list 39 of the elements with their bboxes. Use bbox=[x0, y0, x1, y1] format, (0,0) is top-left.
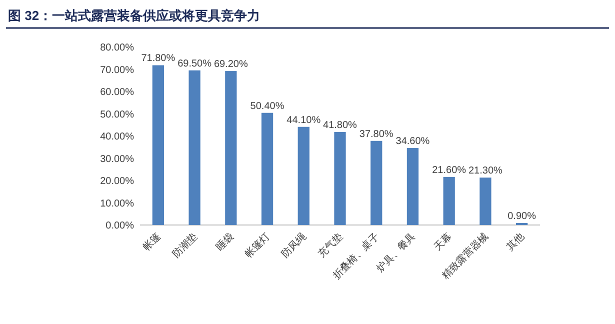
y-tick-label: 0.00% bbox=[106, 220, 134, 232]
data-label: 50.40% bbox=[250, 100, 284, 112]
bar bbox=[261, 112, 274, 225]
bar bbox=[370, 140, 382, 225]
x-tick-label: 睡袋 bbox=[213, 230, 236, 254]
bar bbox=[480, 178, 492, 225]
y-tick-label: 80.00% bbox=[100, 42, 134, 54]
chart-title: 图 32：一站式露营装备供应或将更具竞争力 bbox=[8, 8, 260, 23]
x-tick-label: 天幕 bbox=[432, 230, 454, 254]
data-label: 21.30% bbox=[468, 166, 503, 177]
bar bbox=[298, 126, 310, 225]
y-tick-label: 60.00% bbox=[100, 87, 134, 98]
data-label: 37.80% bbox=[359, 128, 394, 140]
bar bbox=[334, 132, 346, 225]
y-tick-label: 40.00% bbox=[100, 132, 134, 142]
x-tick-label: 防风绳 bbox=[279, 230, 309, 260]
x-tick-label: 帐篷 bbox=[140, 230, 164, 254]
bar bbox=[406, 148, 419, 225]
x-tick-label: 防潮垫 bbox=[170, 230, 200, 260]
bar bbox=[225, 71, 237, 225]
x-tick-label: 帐篷灯 bbox=[242, 230, 272, 260]
y-tick-label: 70.00% bbox=[100, 64, 134, 76]
data-label: 34.60% bbox=[396, 136, 430, 148]
y-tick-label: 30.00% bbox=[100, 154, 134, 165]
bar bbox=[443, 176, 455, 225]
y-tick-label: 20.00% bbox=[100, 176, 134, 187]
bar bbox=[188, 70, 200, 225]
data-label: 71.80% bbox=[141, 53, 176, 64]
data-label: 69.20% bbox=[214, 59, 248, 70]
x-tick-label: 其他 bbox=[504, 230, 527, 254]
data-label: 69.50% bbox=[178, 58, 212, 70]
y-tick-label: 50.00% bbox=[100, 109, 134, 120]
y-tick-label: 10.00% bbox=[100, 198, 134, 210]
data-label: 44.10% bbox=[286, 114, 321, 126]
bar bbox=[152, 65, 164, 225]
data-label: 0.90% bbox=[508, 210, 536, 222]
data-label: 41.80% bbox=[323, 120, 358, 131]
data-label: 21.60% bbox=[432, 164, 466, 176]
x-tick-label: 充气垫 bbox=[315, 230, 346, 260]
